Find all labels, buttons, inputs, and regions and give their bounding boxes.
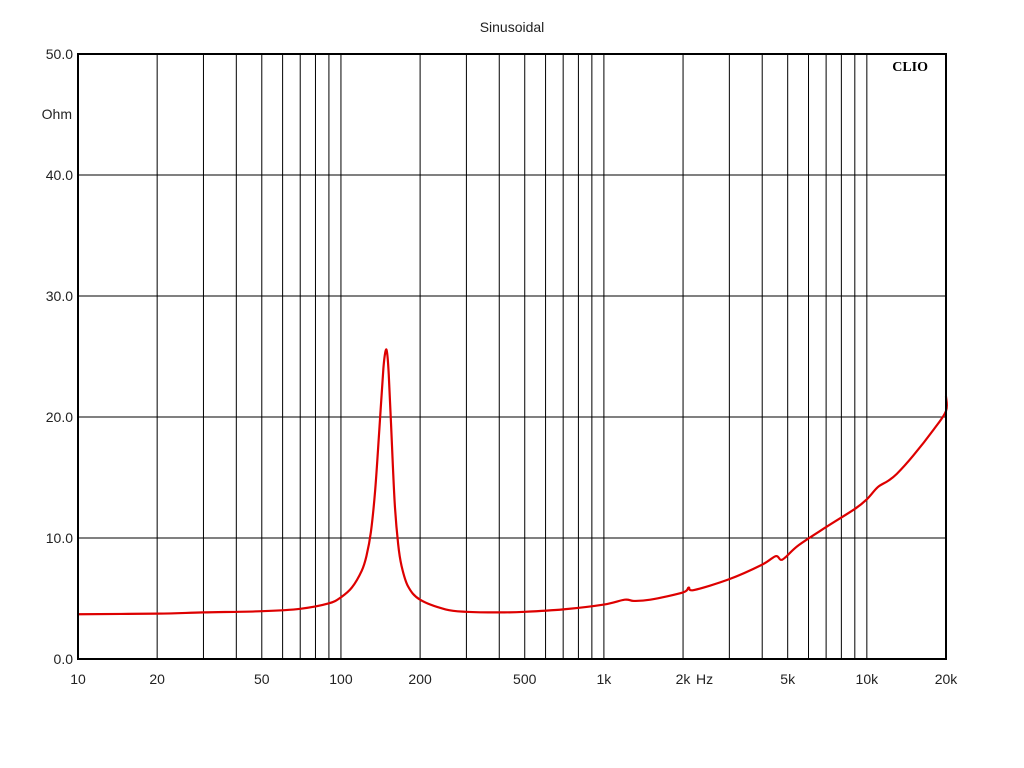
clio-watermark: CLIO xyxy=(892,60,928,75)
y-tick-label: 0.0 xyxy=(54,651,74,667)
x-tick-label: 50 xyxy=(254,671,270,687)
x-tick-label: 20k xyxy=(935,671,959,687)
y-tick-label: 20.0 xyxy=(46,409,73,425)
y-tick-label: 40.0 xyxy=(46,167,73,183)
x-tick-label: 10 xyxy=(70,671,86,687)
y-axis-label: Ohm xyxy=(42,106,72,122)
impedance-curve xyxy=(77,348,948,616)
x-tick-label: 500 xyxy=(513,671,537,687)
curve-layer xyxy=(77,348,948,616)
x-tick-label: 2k xyxy=(676,671,692,687)
x-tick-label: 5k xyxy=(780,671,796,687)
x-tick-label: 20 xyxy=(149,671,165,687)
y-tick-label: 50.0 xyxy=(46,46,73,62)
plot-frame xyxy=(77,53,947,660)
x-tick-label: 100 xyxy=(329,671,353,687)
y-tick-label: 10.0 xyxy=(46,530,73,546)
y-tick-labels: 0.0 10.0 20.0 30.0 40.0 50.0 xyxy=(46,46,73,667)
grid xyxy=(78,54,946,659)
x-tick-label: 200 xyxy=(408,671,432,687)
x-axis-label: Hz xyxy=(696,671,713,687)
y-tick-label: 30.0 xyxy=(46,288,73,304)
chart-title: Sinusoidal xyxy=(480,19,545,35)
x-tick-label: 1k xyxy=(596,671,612,687)
x-tick-labels: 10 20 50 100 200 500 1k 2k 5k 10k 20k xyxy=(70,671,958,687)
x-tick-label: 10k xyxy=(856,671,880,687)
